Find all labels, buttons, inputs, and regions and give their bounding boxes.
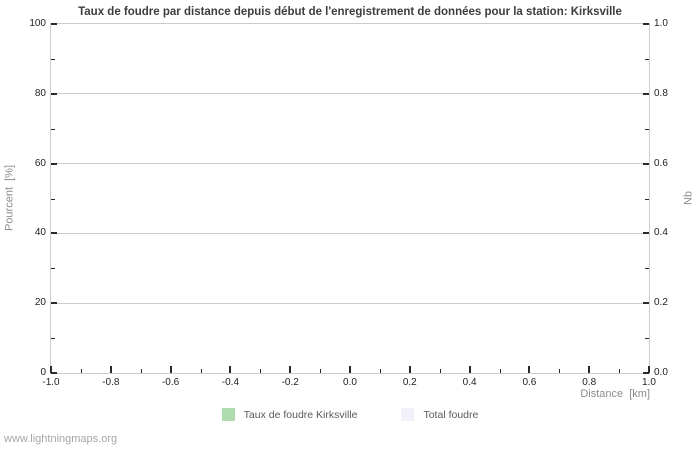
y-right-tick-label: 1.0 [654, 18, 668, 29]
y-left-tick-label: 60 [34, 157, 46, 169]
legend: Taux de foudre Kirksville Total foudre [0, 408, 700, 421]
y-minor-tick [51, 268, 55, 270]
legend-item-total-foudre[interactable]: Total foudre [401, 408, 478, 421]
gridline [51, 302, 649, 304]
y-left-tick-label: 0 [40, 367, 46, 378]
y-right-tick-label: 0.0 [654, 367, 668, 378]
y-major-tick [51, 23, 57, 25]
legend-label: Taux de foudre Kirksville [243, 408, 358, 421]
x-minor-tick [320, 369, 322, 373]
y-left-tick-label: 80 [34, 87, 46, 99]
x-minor-tick [439, 369, 441, 373]
y-major-tick [51, 162, 57, 165]
legend-swatch-total-foudre [401, 408, 415, 421]
y-axis-left-title: Pourcent [%] [3, 164, 16, 232]
x-tick-label: 0.0 [343, 377, 357, 388]
y-minor-tick [51, 198, 55, 200]
x-tick-label: -0.8 [102, 377, 120, 388]
y-major-tick [643, 92, 649, 95]
x-tick-label: -1.0 [42, 377, 60, 388]
x-major-tick [109, 366, 112, 373]
x-tick-label: -0.2 [281, 377, 299, 388]
x-major-tick [408, 366, 411, 373]
x-tick-label: -0.4 [221, 377, 240, 388]
gridline [51, 93, 649, 95]
y-major-tick [643, 372, 649, 374]
x-axis-title: Distance [km] [580, 388, 650, 400]
gridline [51, 163, 649, 165]
y-left-tick-label: 100 [29, 18, 46, 29]
legend-label: Total foudre [423, 408, 479, 421]
legend-swatch-taux-de-foudre [221, 408, 235, 421]
x-tick-label: 1.0 [642, 377, 656, 388]
x-tick-label: -0.6 [161, 377, 180, 388]
y-major-tick [51, 372, 57, 374]
x-tick-label: 0.8 [582, 377, 597, 388]
y-major-tick [51, 232, 57, 235]
x-minor-tick [200, 369, 202, 373]
y-axis-right-title: Nb [682, 190, 695, 206]
x-major-tick [289, 366, 292, 373]
x-major-tick [528, 366, 531, 373]
chart-title: Taux de foudre par distance depuis début… [78, 6, 622, 18]
lightningmaps-link[interactable]: www.lightningmaps.org [4, 433, 118, 445]
y-minor-tick [645, 268, 649, 270]
y-minor-tick [645, 128, 649, 130]
y-minor-tick [51, 128, 55, 130]
y-minor-tick [645, 338, 649, 340]
x-major-tick [468, 366, 471, 373]
y-minor-tick [51, 58, 55, 60]
y-major-tick [643, 232, 649, 235]
gridline [51, 232, 649, 234]
y-left-tick-label: 40 [34, 227, 46, 239]
y-right-tick-label: 0.8 [654, 87, 668, 99]
x-major-tick [169, 366, 172, 373]
x-minor-tick [140, 369, 142, 373]
x-minor-tick [379, 369, 381, 373]
x-minor-tick [499, 369, 501, 373]
x-minor-tick [260, 369, 262, 373]
x-minor-tick [80, 369, 82, 373]
y-right-tick-label: 0.4 [654, 227, 668, 239]
x-major-tick [349, 366, 351, 373]
y-minor-tick [645, 198, 649, 200]
x-minor-tick [619, 369, 621, 373]
x-tick-label: 0.4 [462, 377, 477, 388]
legend-item-taux-de-foudre[interactable]: Taux de foudre Kirksville [221, 408, 358, 421]
x-minor-tick [559, 369, 561, 373]
y-right-tick-label: 0.6 [654, 157, 668, 169]
y-major-tick [51, 92, 57, 95]
y-right-tick-label: 0.2 [654, 297, 668, 309]
plot-area [50, 23, 650, 374]
x-major-tick [50, 366, 52, 373]
x-major-tick [588, 366, 591, 373]
y-major-tick [51, 302, 57, 305]
y-major-tick [643, 162, 649, 165]
y-minor-tick [51, 338, 55, 340]
y-major-tick [643, 23, 649, 25]
x-tick-label: 0.6 [522, 377, 537, 388]
y-minor-tick [645, 58, 649, 60]
x-major-tick [229, 366, 232, 373]
x-tick-label: 0.2 [402, 377, 417, 388]
y-left-tick-label: 20 [34, 297, 46, 309]
x-major-tick [648, 366, 650, 373]
y-major-tick [643, 302, 649, 305]
